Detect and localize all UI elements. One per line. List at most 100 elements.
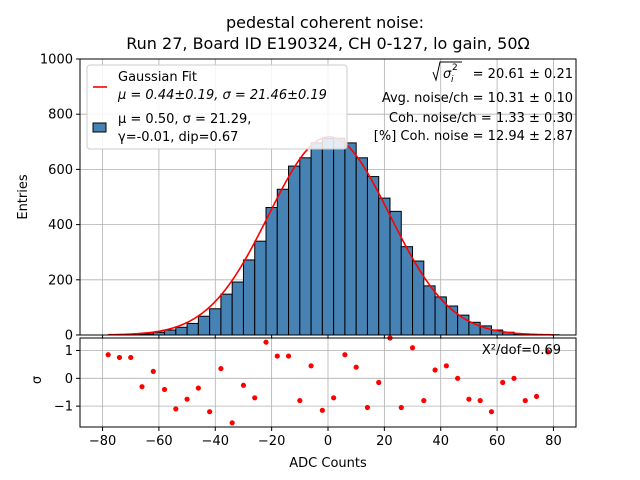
legend-histogram-stats: μ = 0.50, σ = 21.29, (118, 112, 251, 127)
top-axes: 0 200 400 600 800 1000 (40, 53, 577, 344)
sigma-subscript: i (451, 75, 454, 85)
residual-point (116, 354, 123, 361)
histogram-bar (423, 285, 436, 336)
residual-point (240, 382, 247, 388)
histogram-bar (412, 260, 425, 336)
x-tick-label: 40 (432, 434, 449, 449)
histogram-bar (220, 293, 233, 336)
chart-title-line2: Run 27, Board ID E190324, CH 0-127, lo g… (126, 34, 529, 53)
residual-point (477, 397, 483, 404)
histogram-bar (231, 281, 244, 336)
histogram-bar (321, 137, 335, 336)
histogram-bar (186, 322, 199, 336)
residual-point (364, 404, 371, 411)
residual-point (207, 409, 213, 415)
histogram-bar (355, 157, 368, 336)
residual-point (274, 353, 280, 359)
histogram-bar (164, 329, 177, 336)
bottom-grid (80, 338, 576, 427)
x-axis-label: ADC Counts (289, 456, 367, 471)
histogram-bar (254, 240, 267, 336)
residual-point (319, 407, 325, 413)
residual-point (128, 354, 134, 361)
histogram-bars (107, 137, 560, 336)
x-tick-label: −80 (89, 434, 116, 449)
residual-point (376, 379, 382, 386)
residual-point (533, 393, 540, 400)
histogram-bar (242, 259, 256, 336)
x-tick-label: −20 (258, 434, 285, 449)
coh-noise-text: Coh. noise/ch = 1.33 ± 0.30 (389, 111, 573, 126)
histogram-bar (378, 197, 391, 336)
legend-fit-params: μ = 0.44±0.19, σ = 21.46±0.19 (117, 88, 327, 103)
histogram-bar (299, 157, 312, 336)
y-axis-label-sigma: σ (30, 376, 45, 384)
x-tick-label: 20 (376, 434, 393, 449)
residual-point (195, 385, 201, 391)
histogram-bar (265, 206, 278, 336)
bottom-y-tick-label: 0 (65, 372, 73, 387)
histogram-bar (209, 308, 222, 336)
residual-point (409, 345, 416, 351)
x-tick-label: −60 (145, 434, 172, 449)
residual-point (511, 375, 517, 381)
residual-point (466, 396, 472, 402)
legend: Gaussian Fit μ = 0.44±0.19, σ = 21.46±0.… (86, 64, 348, 150)
residual-point (263, 339, 269, 345)
residual-points (105, 335, 551, 426)
bottom-y-tick-label: 1 (65, 344, 73, 359)
top-y-tick-label: 0 (65, 329, 73, 344)
stats-annotations: σ i 2 = 20.61 ± 0.21 Avg. noise/ch = 10.… (374, 61, 573, 144)
legend-histogram-shape: γ=-0.01, dip=0.67 (118, 130, 238, 145)
residual-point (455, 375, 461, 381)
residual-point (161, 386, 168, 393)
top-y-tick-label: 600 (48, 163, 73, 178)
residual-point (443, 363, 449, 369)
residual-point (252, 395, 258, 401)
residual-point (398, 404, 404, 411)
avg-noise-text: Avg. noise/ch = 10.31 ± 0.10 (382, 91, 573, 106)
residual-point (285, 353, 292, 359)
histogram-bar (175, 326, 188, 336)
residual-point (173, 406, 179, 412)
residual-point (545, 349, 551, 355)
residual-point (353, 364, 359, 370)
top-y-tick-label: 200 (48, 273, 73, 288)
chi2-annotation: X²/dof=0.69 (482, 343, 561, 358)
top-y-tick-label: 800 (48, 108, 73, 123)
residual-point (150, 368, 156, 374)
residual-point (184, 396, 190, 402)
x-tick-label: −40 (202, 434, 229, 449)
residual-point (331, 395, 337, 401)
bottom-axes: −1 0 1 −80 −60 −40 −20 0 20 40 60 80 (54, 337, 577, 449)
residual-point (421, 397, 427, 404)
x-tick-label: 60 (489, 434, 506, 449)
sigma-superscript: 2 (452, 63, 458, 73)
sigma-value: = 20.61 ± 0.21 (473, 67, 573, 82)
histogram-bar (310, 142, 323, 336)
residual-point (229, 420, 235, 426)
y-axis-label-entries: Entries (16, 174, 31, 220)
legend-histogram-swatch (92, 122, 107, 133)
residual-point (139, 384, 145, 390)
histogram-bar (276, 188, 290, 336)
top-y-tick-label: 400 (48, 218, 73, 233)
histogram-bar (366, 176, 380, 336)
residual-point (522, 397, 528, 404)
sigma-symbol: σ (443, 67, 452, 82)
legend-frame (86, 64, 348, 150)
residual-point (342, 352, 348, 358)
residual-point (218, 365, 224, 372)
residual-point (488, 409, 495, 415)
histogram-bar (400, 246, 414, 336)
histogram-bar (389, 210, 402, 336)
x-tick-label: 0 (324, 434, 332, 449)
bottom-y-tick-label: −1 (54, 400, 73, 415)
chart-title-line1: pedestal coherent noise: (226, 13, 424, 32)
sqrt-sign (432, 61, 462, 82)
histogram-bar (288, 165, 301, 336)
top-y-tick-label: 1000 (40, 53, 73, 68)
x-tick-label: 80 (545, 434, 562, 449)
pct-coh-noise-text: [%] Coh. noise = 12.94 ± 2.87 (374, 129, 573, 144)
